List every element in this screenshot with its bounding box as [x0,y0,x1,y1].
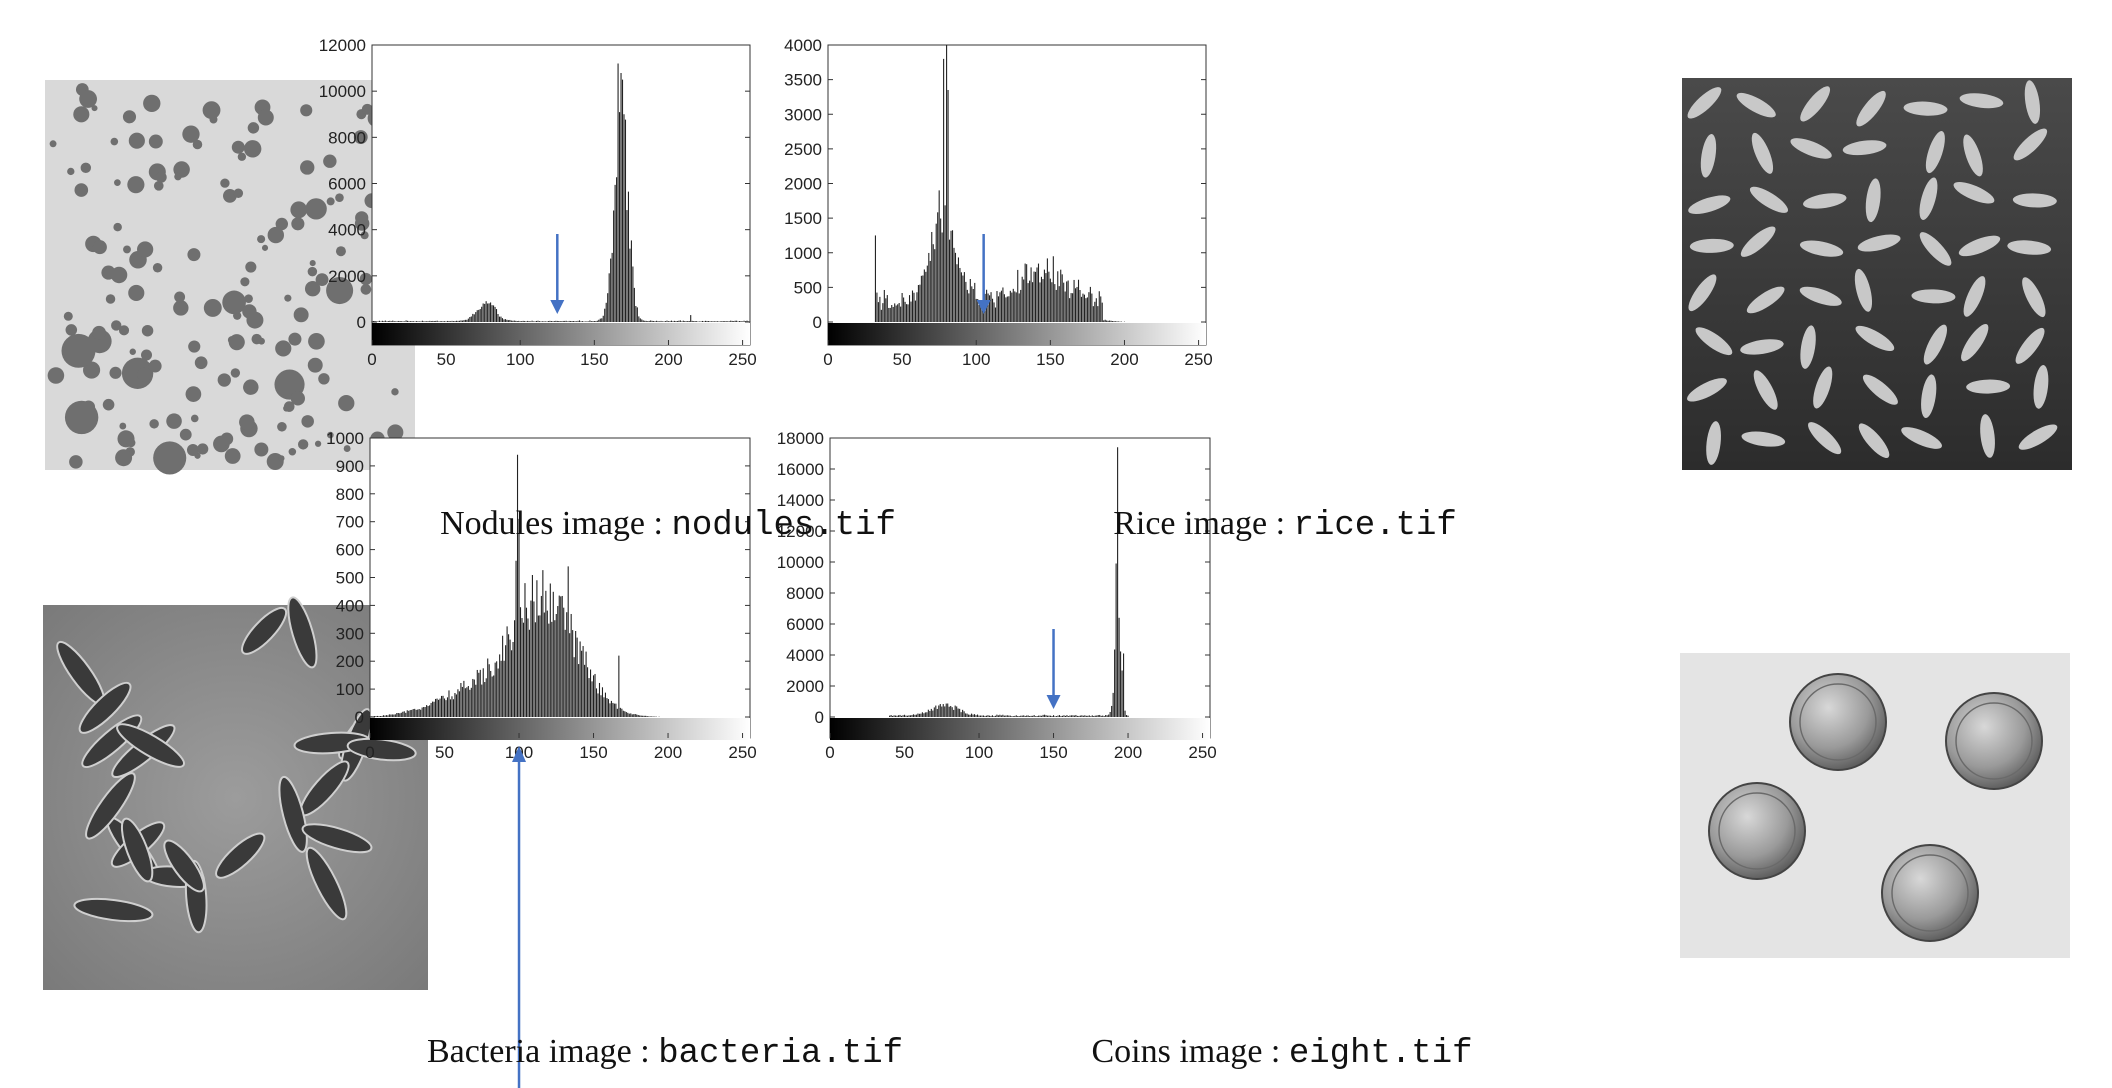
y-tick-label: 200 [336,652,364,671]
threshold-arrow [976,234,991,314]
y-tick-label: 700 [336,513,364,532]
x-tick-label: 50 [435,743,454,762]
y-tick-label: 2000 [328,267,366,286]
y-tick-label: 12000 [319,36,366,55]
y-tick-label: 1500 [784,209,822,228]
y-tick-label: 0 [813,313,822,332]
y-tick-label: 100 [336,680,364,699]
plot-frame [827,44,1207,346]
y-tick-label: 2000 [786,677,824,696]
bacteria-caption: Bacteria image : bacteria.tif [427,1033,903,1073]
y-tick-label: 3500 [784,71,822,90]
y-tick-label: 12000 [777,522,824,541]
y-tick-label: 600 [336,541,364,560]
x-tick-label: 150 [580,350,608,369]
x-tick-label: 0 [367,350,376,369]
y-tick-label: 14000 [777,491,824,510]
y-tick-label: 0 [355,708,364,727]
x-tick-label: 0 [365,743,374,762]
nodules-histogram: 0 2000 4000 6000 8000 10000 12000 0 50 100 150 200 2… [319,36,757,369]
gray-level-ramp [372,323,750,345]
coins-caption: Coins image : eight.tif [1091,1033,1472,1073]
y-tick-label: 2500 [784,140,822,159]
bacteria-histogram: 0100200300400500600700800900100005010015… [326,429,757,1088]
histogram-bars [371,63,751,322]
y-tick-label: 4000 [786,646,824,665]
y-tick-label: 18000 [777,429,824,448]
y-tick-label: 400 [336,596,364,615]
y-tick-label: 3000 [784,105,822,124]
x-tick-label: 100 [965,743,993,762]
x-tick-label: 250 [728,350,756,369]
x-tick-label: 250 [1188,743,1216,762]
y-tick-label: 10000 [319,82,366,101]
y-tick-label: 8000 [786,584,824,603]
y-tick-label: 4000 [328,221,366,240]
plot-frame [829,437,1211,739]
x-tick-label: 250 [728,743,756,762]
y-tick-label: 4000 [784,36,822,55]
threshold-arrow [550,234,565,314]
y-tick-label: 800 [336,485,364,504]
gray-level-ramp [830,718,1210,740]
x-tick-label: 150 [1039,743,1067,762]
nodules-thumbnail [45,80,415,475]
x-tick-label: 200 [1110,350,1138,369]
y-tick-label: 6000 [786,615,824,634]
y-tick-label: 900 [336,457,364,476]
gray-level-ramp [370,718,750,740]
histogram-bars [889,447,1129,717]
y-tick-label: 6000 [328,175,366,194]
y-tick-label: 2000 [784,175,822,194]
coins-histogram: 0200040006000800010000120001400016000180… [777,429,1217,762]
plot-frame [369,437,751,739]
y-tick-label: 500 [794,278,822,297]
rice-histogram: 0 500 1000 1500 2000 2500 3000 3500 4000 0 50 100 15… [784,36,1213,369]
y-tick-label: 500 [336,569,364,588]
coins-thumbnail [1680,653,2070,958]
x-tick-label: 0 [825,743,834,762]
y-tick-label: 300 [336,624,364,643]
x-tick-label: 50 [893,350,912,369]
bacteria-thumbnail [43,596,428,990]
x-tick-label: 100 [962,350,990,369]
rice-thumbnail [1682,78,2072,470]
x-tick-label: 150 [579,743,607,762]
x-tick-label: 0 [823,350,832,369]
threshold-arrow [1046,629,1061,709]
threshold-arrow [512,746,527,1088]
nodules-caption: Nodules image : nodules.tif [440,505,896,545]
y-tick-label: 1000 [326,429,364,448]
y-tick-label: 10000 [777,553,824,572]
x-tick-label: 50 [437,350,456,369]
x-tick-label: 200 [654,743,682,762]
x-tick-label: 50 [895,743,914,762]
x-tick-label: 100 [506,350,534,369]
histogram-bars [369,454,660,717]
y-tick-label: 1000 [784,244,822,263]
gray-level-ramp [828,323,1206,345]
x-tick-label: 150 [1036,350,1064,369]
x-tick-label: 200 [1114,743,1142,762]
y-tick-label: 8000 [328,128,366,147]
y-tick-label: 0 [357,313,366,332]
x-tick-label: 250 [1184,350,1212,369]
rice-caption: Rice image : rice.tif [1113,505,1457,545]
y-tick-label: 0 [815,708,824,727]
y-tick-label: 16000 [777,460,824,479]
x-tick-label: 200 [654,350,682,369]
